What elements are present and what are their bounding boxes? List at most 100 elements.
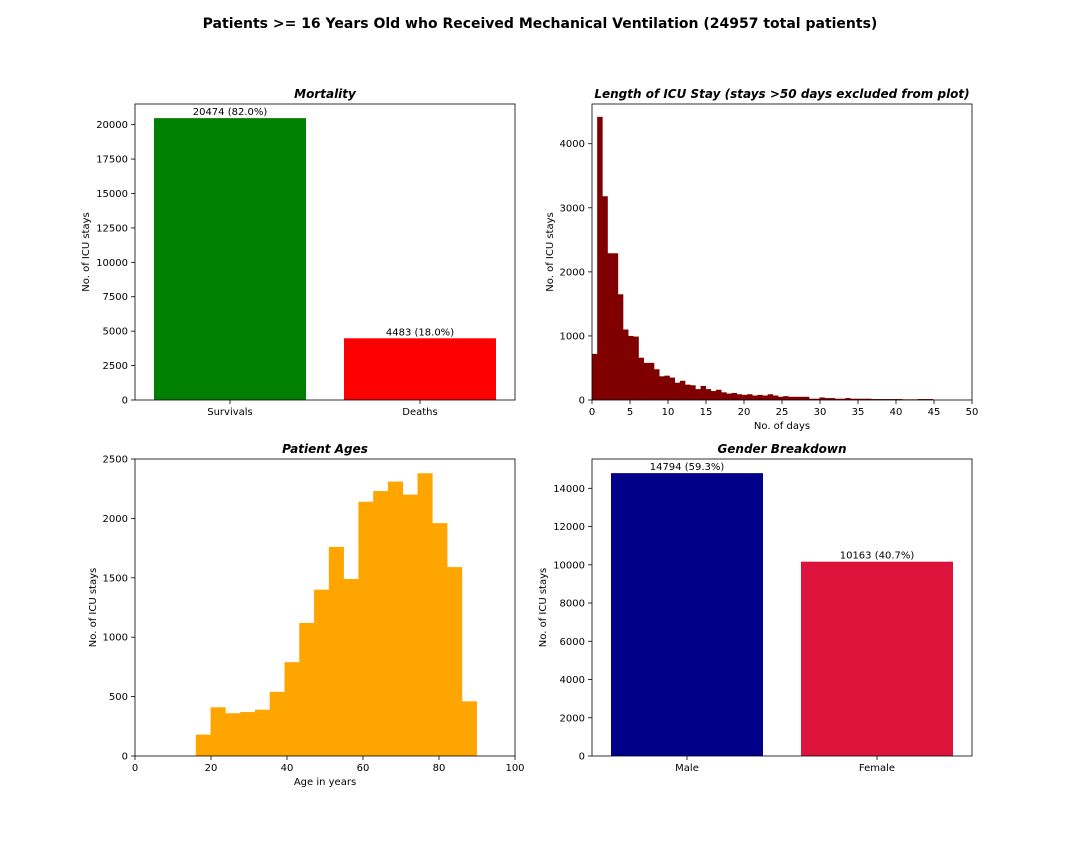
histogram-bar: [752, 395, 758, 400]
y-tick-label: 0: [579, 752, 585, 763]
chart-ages: 0 20 40 60 80 10005001000150020002500Patient …: [88, 442, 525, 788]
histogram-bar: [358, 501, 374, 756]
y-tick-label: 14000: [553, 484, 585, 495]
y-tick-label: 1000: [103, 633, 128, 644]
histogram-bar: [855, 398, 862, 400]
x-tick-label: 30: [814, 407, 827, 418]
chart-los: 0 5 10 15 20 25 30 35 40 45 50 0 1000 2000 3000 4000 Len…: [545, 87, 978, 432]
histogram-bar: [845, 398, 851, 400]
histogram-bar: [387, 481, 404, 756]
chart-gender: 14794 (59.3%) 10163 (40.7%) Male Female 0 200…: [538, 442, 973, 774]
histogram-bar: [798, 396, 805, 400]
y-tick-label: 2000: [560, 713, 585, 724]
histogram-bar: [432, 523, 448, 756]
y-tick-label: 4000: [560, 675, 585, 686]
x-tick-label: 80: [433, 763, 446, 774]
histogram-bar: [803, 396, 810, 400]
histogram-bar: [299, 622, 315, 756]
histogram-bar: [809, 398, 815, 400]
y-tick-label: 2000: [560, 267, 585, 278]
histogram-bar: [623, 329, 629, 400]
chart-title: Gender Breakdown: [717, 442, 846, 456]
x-tick-label: 20: [205, 763, 218, 774]
histogram-bar: [343, 578, 359, 756]
bar-value-label: 14794 (59.3%): [650, 462, 725, 473]
y-tick-label: 15000: [96, 189, 128, 200]
histogram-bar: [240, 712, 256, 756]
histogram-bar: [654, 369, 660, 400]
y-tick-label: 2500: [103, 361, 128, 372]
histogram-bar: [633, 336, 639, 400]
histogram-bar: [860, 398, 867, 400]
histogram-bar: [690, 385, 696, 400]
y-axis-label: No. of ICU stays: [81, 212, 92, 291]
histogram-bar: [726, 393, 732, 400]
histogram-bar: [772, 395, 779, 400]
x-tick-label: 20: [738, 407, 751, 418]
histogram-bar: [254, 709, 271, 756]
y-tick-label: 20000: [96, 120, 128, 131]
histogram-bar: [592, 353, 598, 400]
histogram-bar: [669, 377, 675, 400]
histogram-bar: [736, 394, 743, 400]
y-tick-label: 1500: [103, 573, 128, 584]
x-tick-label: 100: [505, 763, 524, 774]
axes-frame: [591, 103, 973, 401]
histogram-bar: [767, 394, 774, 400]
y-tick-label: 1000: [560, 331, 585, 342]
histogram-bar: [840, 398, 846, 400]
histogram-bar: [829, 398, 836, 400]
bar-male: [611, 473, 763, 756]
x-tick-label: 10: [662, 407, 675, 418]
histogram-bar: [617, 294, 624, 400]
histogram-bar: [721, 392, 727, 400]
figure-title: Patients >= 16 Years Old who Received Me…: [203, 16, 878, 32]
histogram-bar: [876, 399, 882, 400]
bar-value-label: 4483 (18.0%): [386, 327, 454, 338]
histogram-bar: [659, 376, 665, 400]
histogram-bar: [674, 382, 681, 400]
histogram-bar: [922, 399, 929, 400]
bar-survivals: [154, 118, 306, 400]
histogram-bar: [891, 399, 898, 400]
bar-value-label: 10163 (40.7%): [840, 551, 915, 562]
histogram-bar: [597, 116, 603, 401]
y-tick-label: 4000: [560, 139, 585, 150]
histogram-bar: [628, 335, 634, 400]
x-axis-label: No. of days: [754, 421, 810, 432]
y-tick-label: 10000: [553, 560, 585, 571]
histogram-bar: [643, 362, 650, 400]
x-tick-label: Deaths: [402, 407, 437, 418]
x-tick-label: 60: [357, 763, 370, 774]
histogram-bar: [762, 395, 769, 400]
histogram-bar: [747, 394, 753, 400]
histogram-bar: [195, 734, 211, 756]
y-axis-label: No. of ICU stays: [88, 568, 99, 647]
histogram-bar: [612, 253, 619, 400]
x-tick-label: Male: [675, 763, 699, 774]
x-tick-label: 45: [928, 407, 941, 418]
y-tick-label: 7500: [103, 292, 128, 303]
histogram-bar: [814, 398, 820, 400]
x-tick-label: 0: [589, 407, 595, 418]
histogram-bar: [638, 357, 644, 400]
histogram-bar: [788, 396, 794, 400]
histogram-bar: [896, 399, 903, 400]
histogram-bar: [210, 707, 226, 756]
axes-frame: [591, 458, 973, 757]
histogram-bar: [648, 362, 655, 400]
y-axis-label: No. of ICU stays: [538, 568, 549, 647]
y-tick-label: 12500: [96, 223, 128, 234]
x-tick-label: 15: [700, 407, 713, 418]
histogram-bar: [710, 391, 717, 400]
y-tick-label: 2000: [103, 514, 128, 525]
y-tick-label: 6000: [560, 637, 585, 648]
x-tick-label: 5: [627, 407, 633, 418]
histogram-bar: [607, 253, 613, 400]
chart-title: Mortality: [294, 87, 357, 101]
x-tick-label: 50: [966, 407, 979, 418]
histogram-bar: [447, 567, 463, 756]
y-tick-label: 0: [122, 396, 128, 407]
chart-mortality: 20474 (82.0%) 4483 (18.0%) Survivals Deaths…: [81, 87, 516, 418]
